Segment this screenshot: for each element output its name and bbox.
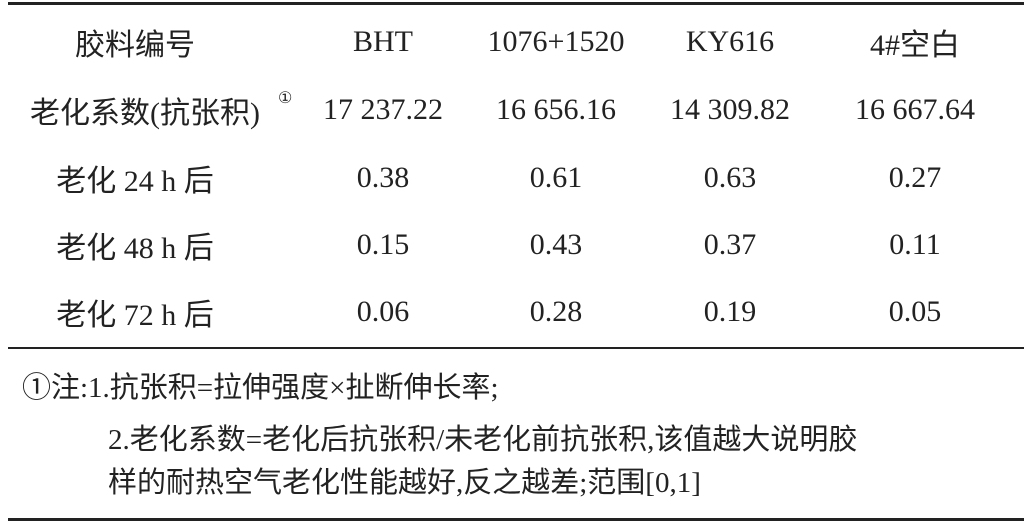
header-cell: 1076+1520 [487, 25, 625, 58]
note-line: 2.老化系数=老化后抗张积/未老化前抗张积,该值越大说明胶 [108, 424, 858, 456]
mid-rule [8, 347, 1024, 349]
cell-value: 0.06 [356, 295, 410, 328]
cell-value: 0.38 [356, 161, 410, 194]
cell-value: 0.19 [703, 295, 757, 328]
cell-value: 0.28 [529, 295, 583, 328]
cell-value: 0.11 [889, 228, 941, 261]
note-line: ①注:1.抗张积=拉伸强度×扯断伸长率; [22, 372, 499, 404]
cell-value: 17 237.22 [323, 93, 443, 126]
cell-value: 0.27 [888, 161, 942, 194]
header-cell: 4#空白 [870, 29, 960, 62]
cell-value: 0.61 [529, 161, 583, 194]
bottom-rule [8, 518, 1024, 521]
row-label: 老化 48 h 后 [56, 232, 214, 265]
header-cell: BHT [353, 25, 413, 58]
cell-value: 0.63 [703, 161, 757, 194]
top-rule [8, 2, 1024, 5]
note-marker: ① [278, 90, 293, 107]
header-cell: KY616 [685, 25, 775, 58]
row-label: 老化 24 h 后 [56, 165, 214, 198]
cell-value: 16 656.16 [496, 93, 616, 126]
header-cell: 胶料编号 [75, 29, 195, 62]
cell-value: 14 309.82 [670, 93, 790, 126]
cell-value: 0.05 [888, 295, 942, 328]
cell-value: 0.43 [529, 228, 583, 261]
note-line: 样的耐热空气老化性能越好,反之越差;范围[0,1] [108, 467, 701, 499]
cell-value: 16 667.64 [855, 93, 975, 126]
cell-value: 0.15 [356, 228, 410, 261]
row-label: 老化 72 h 后 [56, 299, 214, 332]
row-label: 老化系数(抗张积) [30, 97, 260, 130]
cell-value: 0.37 [703, 228, 757, 261]
